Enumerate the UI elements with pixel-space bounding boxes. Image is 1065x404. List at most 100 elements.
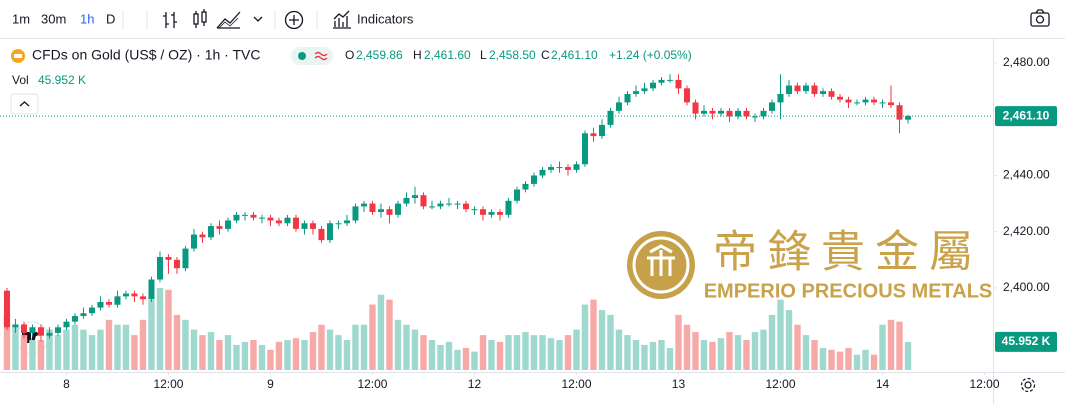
candle-body: [700, 110, 707, 114]
x-tick-label: 12:00: [765, 377, 795, 391]
candle-body: [896, 105, 903, 120]
volume-bar: [420, 335, 427, 370]
snapshot-icon[interactable]: [1030, 9, 1050, 27]
candle-body: [105, 301, 112, 305]
volume-bar: [862, 349, 869, 370]
volume-bar: [632, 340, 640, 370]
indicators-button[interactable]: Indicators: [357, 11, 414, 26]
candle-body: [318, 228, 325, 241]
volume-bar: [666, 347, 674, 370]
dropdown-icon[interactable]: [253, 16, 263, 22]
indicators-icon[interactable]: [333, 10, 351, 29]
volume-bar: [496, 341, 504, 370]
volume-bar: [547, 338, 555, 370]
volume-bar: [717, 338, 725, 370]
candle-body: [488, 212, 495, 215]
candle-body: [649, 82, 656, 89]
candle-body: [479, 209, 486, 215]
area-style-icon[interactable]: [216, 11, 241, 29]
symbol-name[interactable]: CFDs on Gold (US$ / OZ) · 1h · TVC: [32, 47, 260, 63]
volume-bar: [751, 332, 759, 370]
legend: CFDs on Gold (US$ / OZ) · 1h · TVC O 2,4…: [10, 47, 692, 115]
add-icon[interactable]: [284, 10, 304, 30]
candle-body: [156, 257, 163, 280]
volume-bar: [709, 341, 716, 370]
volume-bar: [377, 294, 385, 370]
candle-body: [717, 110, 724, 114]
candle-body: [598, 124, 605, 137]
symbol-icon: [14, 54, 22, 58]
x-tick-label: 12:00: [153, 377, 183, 391]
candle-body: [241, 214, 248, 216]
market-status[interactable]: [291, 47, 333, 65]
candle-body: [564, 167, 571, 170]
settings-icon[interactable]: [1020, 377, 1036, 393]
candle-body: [828, 91, 835, 97]
volume-bar: [275, 341, 283, 370]
ohlc-key: O: [345, 48, 354, 62]
candle-body: [139, 296, 146, 300]
y-tick-label: 2,420.00: [1003, 224, 1050, 238]
candle-body: [326, 223, 333, 241]
candle-body: [666, 79, 673, 81]
collapse-button[interactable]: [10, 93, 39, 115]
x-tick-label: 12: [468, 377, 482, 391]
interval-button[interactable]: D: [106, 11, 115, 26]
interval-button[interactable]: 1h: [80, 11, 94, 26]
volume-bar: [250, 340, 257, 370]
volume-bar: [607, 314, 614, 370]
volume-value: 45.952 K: [38, 73, 86, 87]
bar-style-icon[interactable]: [163, 12, 177, 28]
volume-bar: [139, 319, 147, 370]
volume-bar: [522, 332, 529, 370]
candle-body: [301, 223, 308, 229]
candle-style-icon[interactable]: [193, 9, 207, 28]
candle-body: [71, 316, 78, 322]
candle-body: [369, 203, 376, 213]
candle-body: [726, 110, 733, 117]
candle-body: [97, 301, 104, 308]
volume-bar: [63, 329, 70, 370]
volume-bar: [836, 351, 844, 370]
volume-bar: [505, 335, 512, 370]
candle-body: [539, 169, 546, 176]
volume-bar: [20, 335, 28, 370]
candle-body: [233, 214, 240, 221]
candle-body: [522, 183, 529, 190]
volume-bar: [615, 329, 623, 370]
candle-body: [777, 93, 784, 103]
candle-body: [768, 102, 775, 111]
candle-body: [802, 85, 809, 92]
ohlc-key: H: [413, 48, 422, 62]
candle-body: [624, 93, 631, 103]
candle-body: [12, 324, 19, 328]
candle-body: [386, 209, 393, 215]
volume-bar: [590, 299, 597, 370]
ohlc-value: 2,459.86: [356, 48, 403, 62]
volume-bar: [462, 347, 470, 370]
volume-bar: [394, 319, 402, 370]
candle-body: [173, 259, 180, 269]
volume-bar: [37, 340, 45, 370]
y-tick-label: 2,480.00: [1003, 55, 1050, 69]
candle-body: [88, 307, 95, 314]
candle-body: [581, 133, 588, 165]
candle-body: [250, 214, 257, 218]
volume-bar: [675, 314, 682, 370]
ohlc-value: 2,461.60: [424, 48, 471, 62]
volume-bar: [811, 340, 818, 370]
plot: [3, 74, 912, 370]
candle-body: [148, 279, 155, 300]
candle-body: [267, 217, 274, 221]
status-dot: [298, 52, 306, 60]
candle-body: [513, 189, 520, 201]
candle-body: [37, 327, 44, 336]
interval-button[interactable]: 1m: [12, 11, 30, 26]
status-icon: [314, 51, 328, 61]
interval-button[interactable]: 30m: [41, 11, 66, 26]
volume-bar: [360, 324, 368, 370]
candle-body: [114, 296, 121, 305]
candle-body: [496, 212, 503, 215]
candle-body: [590, 133, 597, 137]
candle-body: [743, 110, 750, 117]
